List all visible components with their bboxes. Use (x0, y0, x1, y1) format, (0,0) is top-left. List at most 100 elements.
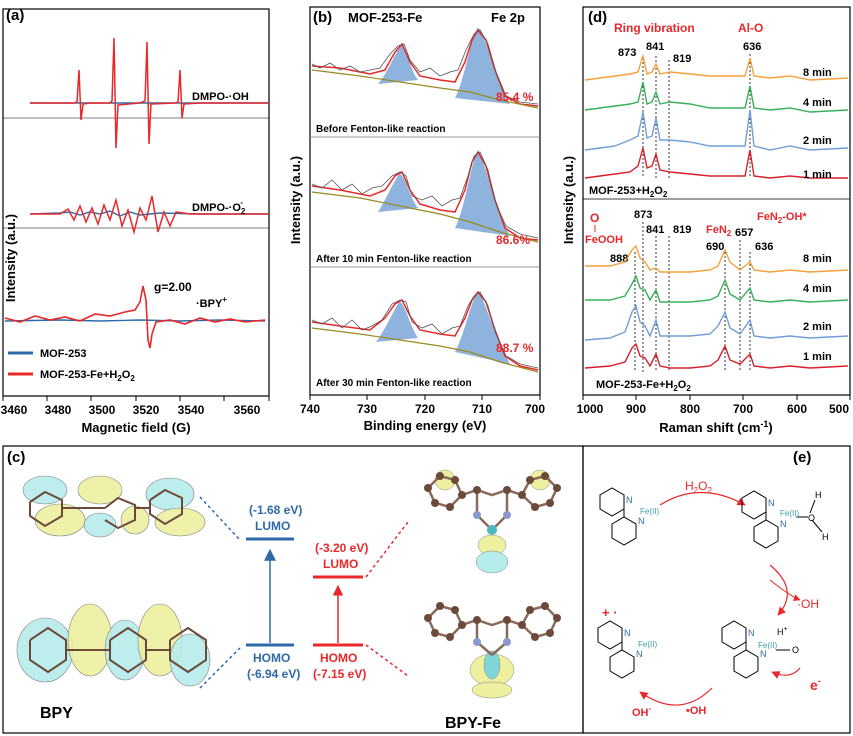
panel-a-xaxis: 3460 3480 3500 3520 3540 3560 (1, 396, 270, 417)
fe-homo-connector (365, 644, 409, 677)
xps-caption-3: After 30 min Fenton-like reaction (316, 378, 472, 389)
panel-e: (e) N N Fe(II) H2O2 N N Fe(II) O H H ·OH (582, 445, 851, 734)
trace-dmpo-oh-red (30, 37, 269, 149)
xps-caption-1: Before Fenton-like reaction (316, 124, 445, 135)
xps-fill-1 (378, 45, 418, 84)
bpyfe-homo-molecule (424, 602, 561, 699)
bpy-homo-label: HOMO (253, 651, 290, 665)
panel-b-title: MOF-253-Fe (348, 10, 422, 25)
top-time-2min: 2 min (803, 135, 832, 147)
label-bpy-radical: ·BPY+ (196, 295, 227, 310)
label-electron: e- (810, 676, 821, 693)
bpy-lumo-energy: (-1.68 eV) (249, 503, 302, 517)
d-tick-500: 500 (829, 402, 849, 416)
b-tick-740: 740 (300, 402, 320, 416)
bot-time-1min: 1 min (803, 351, 832, 363)
label-bpy-fe: BPY-Fe (445, 715, 501, 732)
d-tick-700: 700 (733, 402, 753, 416)
b-tick-720: 720 (415, 402, 435, 416)
raman-bot-2min (584, 304, 849, 341)
fe-lumo-label: LUMO (323, 557, 358, 571)
label-al-o: Al-O (738, 21, 763, 35)
bpy-homo-energy: (-6.94 eV) (247, 667, 300, 681)
label-dmpo-o2: DMPO-·O2- (192, 198, 246, 216)
arrow-electron (771, 667, 801, 679)
o-atom-3: O (792, 645, 799, 655)
bpyfe-lumo-molecule (424, 469, 561, 574)
a-tick-3540: 3540 (178, 403, 205, 417)
bot-peak-690: 690 (706, 241, 724, 253)
panel-e-frame (582, 445, 851, 734)
arrow-down (769, 564, 788, 616)
label-ring-vibration: Ring vibration (614, 21, 695, 35)
fe-label-2: Fe(II) (780, 509, 799, 518)
raman-top-4min (584, 81, 849, 113)
fe-label-1: Fe(II) (640, 507, 659, 516)
label-radical-cation: + · (602, 605, 618, 620)
bpy-lumo-connector (199, 496, 241, 541)
label-fen2-oh: FeN2-OH* (757, 211, 807, 225)
bot-time-8min: 8 min (803, 253, 832, 265)
d-tick-900: 900 (626, 402, 646, 416)
label-feooh: FeOOH (585, 234, 623, 246)
bottom-sample-label: MOF-253-Fe+H2O2 (596, 379, 691, 393)
arrow-regenerate (639, 687, 713, 706)
trace-bpy-blue (4, 319, 266, 322)
panel-a: (a) Intensity (a.u.) DMPO-·OH DMPO-·O2- … (1, 7, 270, 435)
panel-a-ylabel: Intensity (a.u.) (3, 214, 18, 302)
panel-a-xlabel: Magnetic field (G) (81, 420, 190, 435)
label-oh-minus: OH- (632, 704, 652, 719)
label-g-value: g=2.00 (154, 280, 192, 294)
panel-b-xlabel: Binding energy (eV) (364, 418, 487, 433)
complex-fe-bpy-radical (597, 620, 635, 679)
xps-baseline-1 (311, 69, 539, 109)
b-tick-700: 700 (525, 402, 545, 416)
panel-b-ylabel: Intensity (a.u.) (288, 156, 303, 244)
a-tick-3480: 3480 (45, 403, 72, 417)
panel-d-xlabel: Raman shift (cm-1) (659, 419, 773, 435)
fe-homo-energy: (-7.15 eV) (313, 667, 366, 681)
bot-time-4min: 4 min (803, 283, 832, 295)
raman-bot-1min (584, 342, 849, 369)
panel-c: (c) BPY (2, 445, 584, 734)
bot-peak-636: 636 (755, 241, 773, 253)
xps-fill-4 (455, 152, 510, 236)
label-bpy: BPY (40, 705, 73, 722)
xps-percent-2: 86.6% (496, 233, 530, 247)
top-peak-819: 819 (673, 53, 691, 65)
top-peak-636: 636 (743, 41, 761, 53)
panel-b-xaxis: 740 730 720 710 700 (300, 395, 545, 416)
legend-mof253: MOF-253 (40, 348, 86, 360)
xps-envelope-3 (311, 290, 539, 371)
bot-peak-819: 819 (673, 224, 691, 236)
label-fen2: FeN2 (706, 224, 732, 238)
fe-n-1a: N (626, 495, 633, 505)
xps-baseline-2 (311, 191, 539, 243)
label-h2o2: H2O2 (685, 479, 712, 495)
panel-b: (b) MOF-253-Fe Fe 2p Intensity (a.u.) 85… (288, 6, 545, 433)
panel-d-label: (d) (588, 9, 607, 26)
panel-c-label: (c) (7, 449, 25, 466)
xps-spectrum-30min: 88.7 % After 30 min Fenton-like reaction (311, 290, 539, 389)
top-peak-873: 873 (618, 47, 636, 59)
bpy-lumo-label: LUMO (255, 519, 290, 533)
panel-a-legend: MOF-253 MOF-253-Fe+H2O2 (8, 348, 135, 383)
h-atom-2a: H (815, 490, 822, 500)
complex-fe-bpy-3 (721, 620, 790, 679)
label-feooh-o: O (590, 211, 599, 225)
xps-caption-2: After 10 min Fenton-like reaction (316, 254, 472, 265)
b-tick-730: 730 (357, 402, 377, 416)
d-tick-600: 600 (787, 402, 807, 416)
trace-dmpo-o2-red (30, 195, 269, 235)
bot-time-2min: 2 min (803, 321, 832, 333)
d-tick-800: 800 (680, 402, 700, 416)
legend-mof253fe: MOF-253-Fe+H2O2 (40, 369, 135, 383)
panel-e-label: (e) (793, 449, 811, 466)
fe-n-3a: N (748, 628, 755, 638)
xps-fill-5 (376, 302, 418, 342)
top-time-8min: 8 min (803, 67, 832, 79)
label-oh-star: •OH (686, 705, 706, 717)
bot-peak-873: 873 (634, 209, 652, 221)
fe-n-4a: N (624, 628, 631, 638)
